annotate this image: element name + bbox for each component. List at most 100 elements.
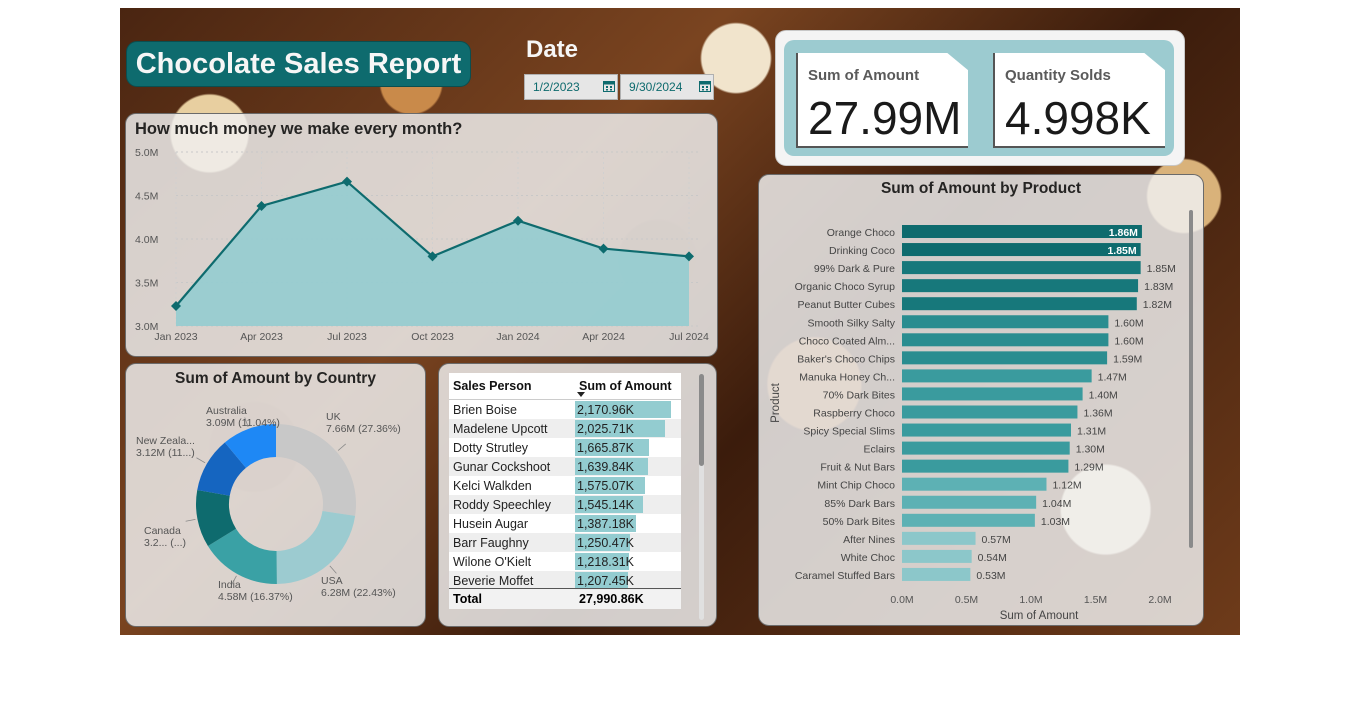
product-bar: [902, 243, 1141, 257]
category-label: Drinking Coco: [829, 245, 895, 257]
x-tick-label: 1.0M: [1019, 594, 1042, 606]
bar-value-label: 0.54M: [978, 552, 1007, 564]
amount-cell: 1,207.45K: [575, 571, 681, 590]
x-tick-label: Jan 2023: [154, 331, 197, 343]
amount-cell: 1,575.07K: [575, 476, 681, 495]
x-tick-label: Jul 2023: [327, 331, 367, 343]
slice-leader-line: [196, 457, 206, 464]
monthly-area-chart: 3.0M 3.5M 4.0M 4.5M 5.0M Jan 2023 Apr 2023 Jul …: [135, 147, 709, 343]
table-row[interactable]: Madelene Upcott 2,025.71K: [449, 419, 681, 438]
amount-cell: 2,025.71K: [575, 419, 681, 438]
slice-category-label: New Zeala...: [136, 435, 195, 447]
product-chart-scrollbar-thumb[interactable]: [1189, 210, 1193, 548]
sales-person-cell: Wilone O'Kielt: [449, 552, 575, 571]
product-bar: [902, 567, 971, 581]
slice-value-label: 7.66M (27.36%): [326, 423, 401, 435]
sales-person-cell: Beverie Moffet: [449, 571, 575, 590]
slice-category-label: Australia: [206, 405, 247, 417]
y-tick-label: 4.0M: [135, 234, 158, 246]
salesperson-table-panel: Sales Person Sum of Amount Brien Boise 2,…: [438, 363, 717, 627]
country-chart-panel: Sum of Amount by Country UK 7.66M (27.36%…: [125, 363, 426, 627]
kpi-card-amount: Sum of Amount 27.99M: [796, 53, 968, 148]
table-row[interactable]: Barr Faughny 1,250.47K: [449, 533, 681, 552]
sort-desc-icon[interactable]: [577, 392, 585, 397]
calendar-icon[interactable]: [603, 80, 615, 92]
table-row[interactable]: Beverie Moffet 1,207.45K: [449, 571, 681, 590]
bar-value-label: 1.59M: [1113, 353, 1142, 365]
amount-cell: 1,665.87K: [575, 438, 681, 457]
amount-data-bar: [575, 553, 629, 570]
amount-cell: 1,387.18K: [575, 514, 681, 533]
product-bar: [902, 477, 1047, 491]
table-row[interactable]: Husein Augar 1,387.18K: [449, 514, 681, 533]
table-scrollbar-thumb[interactable]: [699, 374, 704, 466]
slice-value-label: 6.28M (22.43%): [321, 587, 396, 599]
product-bar-chart: Orange Choco 1.86M Drinking Coco 1.85M 99% D…: [770, 225, 1176, 622]
product-bar: [902, 531, 976, 545]
slice-value-label: 3.09M (11.04%): [206, 417, 280, 429]
amount-value: 1,665.87K: [577, 440, 634, 455]
table-row[interactable]: Dotty Strutley 1,665.87K: [449, 438, 681, 457]
bar-value-label: 1.85M: [1107, 245, 1136, 257]
category-label: 99% Dark & Pure: [814, 263, 895, 275]
table-total-row: Total 27,990.86K: [449, 589, 681, 609]
table-row[interactable]: Kelci Walkden 1,575.07K: [449, 476, 681, 495]
amount-data-bar: [575, 572, 629, 589]
kpi-card-quantity: Quantity Solds 4.998K: [993, 53, 1165, 148]
sales-person-cell: Dotty Strutley: [449, 438, 575, 457]
amount-value: 2,170.96K: [577, 402, 634, 417]
amount-cell: 1,218.31K: [575, 552, 681, 571]
bar-value-label: 1.31M: [1077, 426, 1106, 438]
bar-value-label: 1.82M: [1143, 299, 1172, 311]
end-date-input[interactable]: 9/30/2024: [620, 74, 714, 100]
data-point-marker: [427, 251, 438, 262]
donut-slice: [196, 489, 237, 547]
bar-value-label: 1.83M: [1144, 281, 1173, 293]
table-body: Brien Boise 2,170.96K Madelene Upcott 2,025…: [449, 399, 681, 590]
table-row[interactable]: Brien Boise 2,170.96K: [449, 399, 681, 419]
table-row[interactable]: Wilone O'Kielt 1,218.31K: [449, 552, 681, 571]
amount-data-bar: [575, 401, 671, 418]
slice-category-label: USA: [321, 575, 343, 587]
amount-value: 1,218.31K: [577, 554, 634, 569]
table-row[interactable]: Gunar Cockshoot 1,639.84K: [449, 457, 681, 476]
product-chart-scrollbar[interactable]: [1189, 210, 1193, 548]
calendar-icon[interactable]: [699, 80, 711, 92]
sales-person-cell: Barr Faughny: [449, 533, 575, 552]
category-label: Spicy Special Slims: [803, 426, 895, 438]
product-bar: [902, 369, 1092, 383]
table-row[interactable]: Roddy Speechley 1,545.14K: [449, 495, 681, 514]
product-bar: [902, 225, 1142, 238]
slice-value-label: 3.12M (11...): [136, 447, 195, 459]
category-label: Mint Chip Choco: [817, 480, 895, 492]
data-point-marker: [513, 215, 523, 226]
slice-category-label: India: [218, 579, 241, 591]
y-tick-label: 5.0M: [135, 147, 158, 159]
start-date-input[interactable]: 1/2/2023: [524, 74, 618, 100]
category-label: Eclairs: [863, 444, 895, 456]
kpi-value: 4.998K: [1005, 92, 1151, 144]
column-header-amount-label: Sum of Amount: [579, 379, 672, 393]
sales-person-cell: Roddy Speechley: [449, 495, 575, 514]
amount-value: 1,387.18K: [577, 516, 634, 531]
product-bar: [902, 333, 1109, 347]
donut-slice: [276, 424, 356, 516]
product-bar: [902, 549, 972, 563]
column-header-sales-person[interactable]: Sales Person: [449, 373, 575, 400]
amount-value: 1,639.84K: [577, 459, 634, 474]
amount-data-bar: [575, 439, 649, 456]
amount-data-bar: [575, 515, 637, 532]
x-tick-label: 2.0M: [1148, 594, 1171, 606]
data-point-marker: [598, 243, 609, 254]
product-bar: [902, 315, 1109, 329]
data-point-marker: [171, 300, 181, 311]
start-date-value: 1/2/2023: [533, 80, 580, 94]
table-scrollbar-track[interactable]: [699, 374, 704, 620]
bar-value-label: 1.85M: [1147, 263, 1176, 275]
category-label: Raspberry Choco: [813, 408, 895, 420]
monthly-chart-title: How much money we make every month?: [135, 120, 463, 138]
amount-data-bar: [575, 458, 648, 475]
sales-person-cell: Husein Augar: [449, 514, 575, 533]
column-header-amount[interactable]: Sum of Amount: [575, 373, 681, 400]
